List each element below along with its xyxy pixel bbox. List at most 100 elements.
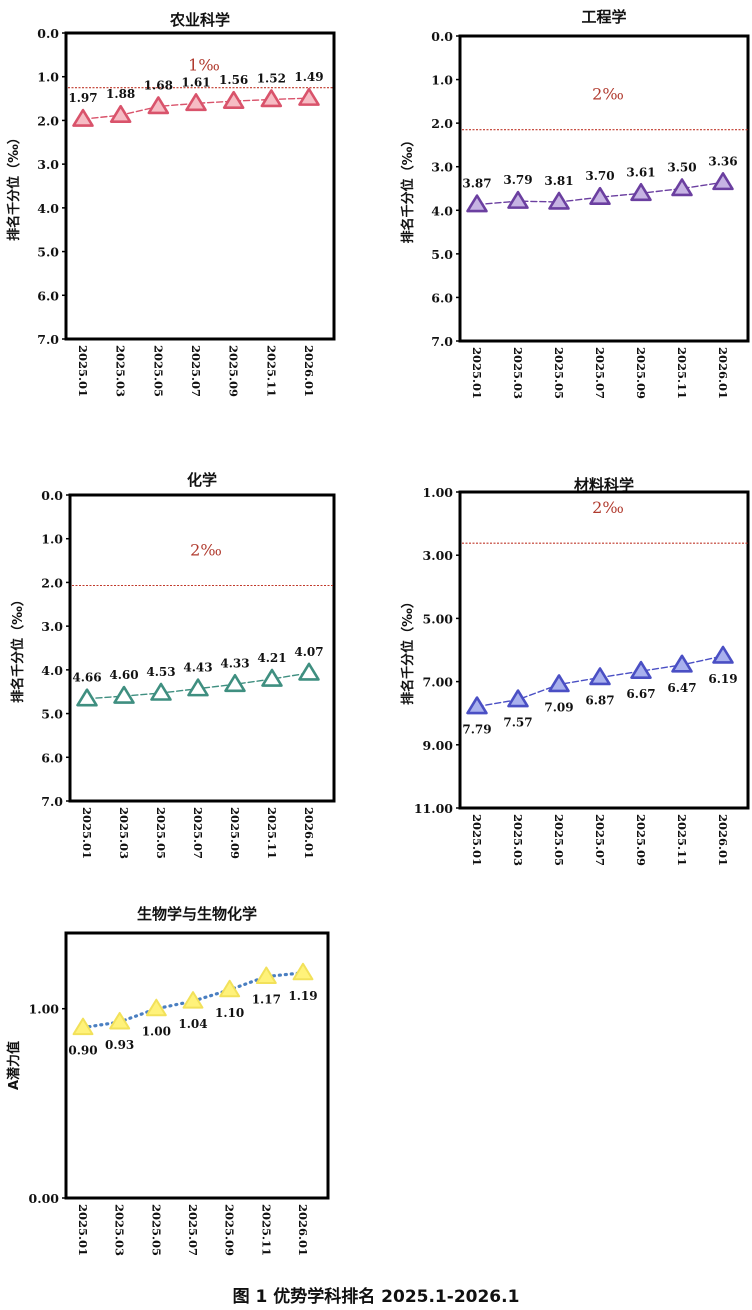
chart-3-point xyxy=(150,682,172,701)
chart-5-point xyxy=(145,998,167,1017)
chart-1-xtick-label: 2025.09 xyxy=(227,345,241,397)
chart-1-point xyxy=(72,108,94,127)
chart-2-plot-frame xyxy=(458,34,750,343)
chart-1-xtick-label: 2025.07 xyxy=(189,345,203,397)
chart-3-xtick-label: 2025.05 xyxy=(154,807,168,859)
chart-5-value-label: 1.00 xyxy=(142,1025,171,1039)
chart-1-value-label: 1.61 xyxy=(181,75,210,89)
chart-2-point xyxy=(712,172,734,191)
chart-4-ytick-label: 5.00 xyxy=(423,611,454,626)
chart-1-title: 农业科学 xyxy=(169,11,230,29)
chart-1-value-label: 1.56 xyxy=(219,73,248,87)
chart-3-value-label: 4.66 xyxy=(72,671,101,685)
chart-3-value-label: 4.07 xyxy=(294,645,323,659)
chart-1-point xyxy=(222,90,245,109)
chart-2-value-label: 3.79 xyxy=(503,173,532,187)
chart-1-point xyxy=(147,96,170,115)
chart-3-xtick-label: 2026.01 xyxy=(302,807,316,859)
chart-3-ylabel: 排名千分位（‰） xyxy=(10,593,26,703)
chart-2-ytick-label: 7.0 xyxy=(431,334,453,349)
chart-4-point xyxy=(507,689,529,708)
chart-1-ytick-label: 0.0 xyxy=(37,26,59,41)
chart-4-point xyxy=(630,660,652,679)
chart-4-value-label: 6.67 xyxy=(626,687,655,701)
chart-3-value-label: 4.43 xyxy=(183,661,212,675)
chart-4-reference-label: 2‰ xyxy=(592,498,624,517)
chart-5-plot-frame xyxy=(64,931,330,1200)
chart-2-point xyxy=(548,191,570,210)
chart-3-xtick-label: 2025.03 xyxy=(117,807,131,859)
chart-2-value-label: 3.87 xyxy=(462,177,491,191)
chart-1-ytick-label: 5.0 xyxy=(37,245,59,260)
chart-2-value-label: 3.61 xyxy=(626,165,655,179)
chart-4-value-label: 7.09 xyxy=(544,700,573,714)
chart-4-point xyxy=(466,696,488,715)
chart-3-point xyxy=(187,678,209,697)
chart-5-value-label: 1.10 xyxy=(215,1006,244,1020)
chart-2-xtick-label: 2026.01 xyxy=(716,347,730,399)
chart-2-ytick-label: 2.0 xyxy=(431,116,453,131)
chart-4-ytick-label: 9.00 xyxy=(423,738,454,753)
chart-3-value-label: 4.53 xyxy=(146,665,175,679)
chart-4-point xyxy=(712,645,734,664)
chart-1-xtick-label: 2025.01 xyxy=(76,345,90,397)
chart-3-xtick-label: 2025.09 xyxy=(228,807,242,859)
chart-2-ytick-label: 3.0 xyxy=(431,160,453,175)
chart-2-xtick-label: 2025.05 xyxy=(552,347,566,399)
chart-4-xtick-label: 2025.11 xyxy=(675,814,689,866)
chart-3-ytick-label: 6.0 xyxy=(41,750,63,765)
chart-5-point xyxy=(219,979,241,998)
chart-2-xtick-label: 2025.07 xyxy=(593,347,607,399)
chart-1-ytick-label: 2.0 xyxy=(37,113,59,128)
chart-5-ylabel: A潜力值 xyxy=(6,1041,22,1090)
chart-3-ytick-label: 4.0 xyxy=(41,663,63,678)
chart-1-ytick-label: 1.0 xyxy=(37,70,59,85)
chart-3-point xyxy=(298,662,320,681)
chart-3-ytick-label: 3.0 xyxy=(41,619,63,634)
chart-1-point xyxy=(185,93,207,112)
chart-3-ytick-label: 1.0 xyxy=(41,532,63,547)
chart-4-point xyxy=(671,654,693,673)
chart-5-xtick-label: 2025.03 xyxy=(113,1204,127,1256)
chart-2-ytick-label: 5.0 xyxy=(431,247,453,262)
chart-1-ytick-label: 4.0 xyxy=(37,201,59,216)
chart-3-ytick-label: 5.0 xyxy=(41,707,63,722)
chart-1-ylabel: 排名千分位（‰） xyxy=(6,131,22,241)
chart-5-title: 生物学与生物化学 xyxy=(137,905,257,923)
chart-1-value-label: 1.52 xyxy=(257,71,286,85)
chart-3-xtick-label: 2025.01 xyxy=(80,807,94,859)
chart-4-ytick-label: 7.00 xyxy=(423,675,454,690)
chart-1-ytick-label: 7.0 xyxy=(37,332,59,347)
chart-4-value-label: 7.57 xyxy=(503,716,532,730)
chart-2-value-label: 3.36 xyxy=(708,154,737,168)
chart-5-point xyxy=(255,966,277,985)
chart-2-ytick-label: 1.0 xyxy=(431,73,453,88)
chart-4-plot-frame xyxy=(458,490,750,810)
chart-1-reference-label: 1‰ xyxy=(188,56,220,75)
chart-4-point xyxy=(548,674,570,693)
chart-2: 工程学 0.0 1.0 2.0 3.0 4.0 5.0 6.0 7.0 排名千分位（‰） 2025.… xyxy=(400,8,750,399)
chart-2-point xyxy=(466,194,488,213)
chart-1-xtick-label: 2026.01 xyxy=(302,345,316,397)
chart-4-ytick-label: 11.00 xyxy=(414,801,453,816)
chart-4-point xyxy=(589,667,611,686)
chart-1-plot-frame xyxy=(64,31,336,341)
chart-4-xtick-label: 2025.01 xyxy=(470,814,484,866)
chart-3-xtick-label: 2025.11 xyxy=(265,807,279,859)
chart-5-xtick-label: 2026.01 xyxy=(296,1204,310,1256)
chart-4-xtick-label: 2025.03 xyxy=(511,814,525,866)
chart-2-xtick-label: 2025.09 xyxy=(634,347,648,399)
chart-1-ytick-label: 6.0 xyxy=(37,288,59,303)
chart-2-value-label: 3.70 xyxy=(585,169,614,183)
chart-2-ytick-label: 0.0 xyxy=(431,29,453,44)
chart-3-point xyxy=(261,668,283,687)
figure-caption: 图 1 优势学科排名 2025.1-2026.1 xyxy=(232,1287,520,1307)
chart-3-title: 化学 xyxy=(187,471,217,489)
chart-5-ytick-label: 0.00 xyxy=(29,1191,60,1206)
chart-3-ytick-label: 7.0 xyxy=(41,794,63,809)
chart-1-ytick-label: 3.0 xyxy=(37,157,59,172)
chart-4-xtick-label: 2026.01 xyxy=(716,814,730,866)
chart-1-value-label: 1.68 xyxy=(144,78,173,92)
chart-5-value-label: 1.19 xyxy=(288,989,317,1003)
chart-2-value-label: 3.50 xyxy=(667,161,696,175)
